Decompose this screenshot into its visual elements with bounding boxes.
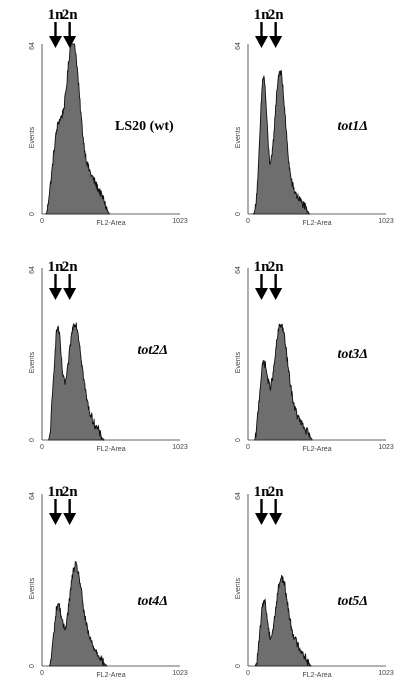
y-tick-label: 64 xyxy=(29,266,36,274)
histogram-area xyxy=(252,70,311,215)
histogram-area xyxy=(48,561,108,667)
marker-label-2n: 2n xyxy=(268,484,285,500)
x-tick-label: 1023 xyxy=(172,444,188,451)
arrow-down-icon xyxy=(63,36,77,48)
y-tick-label: 64 xyxy=(235,492,242,500)
marker-label-2n: 2n xyxy=(62,259,79,275)
y-axis-title: Events xyxy=(235,351,242,373)
y-axis-title: Events xyxy=(235,577,242,599)
x-axis-title: FL2-Area xyxy=(96,672,125,679)
y-axis-title: Events xyxy=(29,577,36,599)
x-tick-label: 1023 xyxy=(378,218,394,225)
y-tick-label: 64 xyxy=(235,42,242,50)
y-tick-label: 64 xyxy=(29,492,36,500)
histogram-area xyxy=(48,322,105,442)
marker-label-1n: 1n xyxy=(48,484,65,500)
y-tick-label: 64 xyxy=(235,266,242,274)
x-tick-label: 0 xyxy=(246,670,250,677)
strain-label: tot1Δ xyxy=(337,119,368,134)
marker-label-2n: 2n xyxy=(268,259,285,275)
histogram-area xyxy=(254,323,313,441)
marker-label-2n: 2n xyxy=(268,7,285,23)
y-tick-label: 0 xyxy=(29,664,36,668)
x-axis-title: FL2-Area xyxy=(302,672,331,679)
y-tick-label: 0 xyxy=(235,212,242,216)
marker-label-1n: 1n xyxy=(254,259,271,275)
y-axis-title: Events xyxy=(29,126,36,148)
y-tick-label: 0 xyxy=(29,212,36,216)
x-tick-label: 0 xyxy=(246,444,250,451)
marker-label-1n: 1n xyxy=(48,259,65,275)
arrow-down-icon xyxy=(254,36,268,48)
strain-label: tot3Δ xyxy=(337,347,368,362)
x-tick-label: 1023 xyxy=(378,670,394,677)
strain-label: tot5Δ xyxy=(337,594,368,609)
marker-label-2n: 2n xyxy=(62,484,79,500)
x-axis-title: FL2-Area xyxy=(96,446,125,453)
arrow-down-icon xyxy=(48,288,62,300)
x-tick-label: 0 xyxy=(40,218,44,225)
arrow-down-icon xyxy=(269,288,283,300)
y-axis-title: Events xyxy=(235,126,242,148)
strain-label: LS20 (wt) xyxy=(115,119,174,134)
y-tick-label: 0 xyxy=(235,438,242,442)
y-tick-label: 0 xyxy=(29,438,36,442)
y-tick-label: 0 xyxy=(235,664,242,668)
arrow-down-icon xyxy=(63,513,77,525)
x-axis-title: FL2-Area xyxy=(96,220,125,227)
arrow-down-icon xyxy=(254,513,268,525)
x-tick-label: 1023 xyxy=(172,218,188,225)
marker-label-1n: 1n xyxy=(254,484,271,500)
histogram-area xyxy=(254,574,313,667)
marker-label-2n: 2n xyxy=(62,7,79,23)
arrow-down-icon xyxy=(269,36,283,48)
y-tick-label: 64 xyxy=(29,42,36,50)
marker-label-1n: 1n xyxy=(254,7,271,23)
arrow-down-icon xyxy=(48,513,62,525)
strain-label: tot4Δ xyxy=(137,594,168,609)
x-tick-label: 1023 xyxy=(172,670,188,677)
arrow-down-icon xyxy=(48,36,62,48)
strain-label: tot2Δ xyxy=(137,343,168,358)
histogram-area xyxy=(45,43,110,215)
arrow-down-icon xyxy=(63,288,77,300)
x-axis-title: FL2-Area xyxy=(302,446,331,453)
x-axis-title: FL2-Area xyxy=(302,220,331,227)
arrow-down-icon xyxy=(269,513,283,525)
y-axis-title: Events xyxy=(29,351,36,373)
x-tick-label: 0 xyxy=(246,218,250,225)
x-tick-label: 0 xyxy=(40,444,44,451)
arrow-down-icon xyxy=(254,288,268,300)
x-tick-label: 0 xyxy=(40,670,44,677)
x-tick-label: 1023 xyxy=(378,444,394,451)
marker-label-1n: 1n xyxy=(48,7,65,23)
